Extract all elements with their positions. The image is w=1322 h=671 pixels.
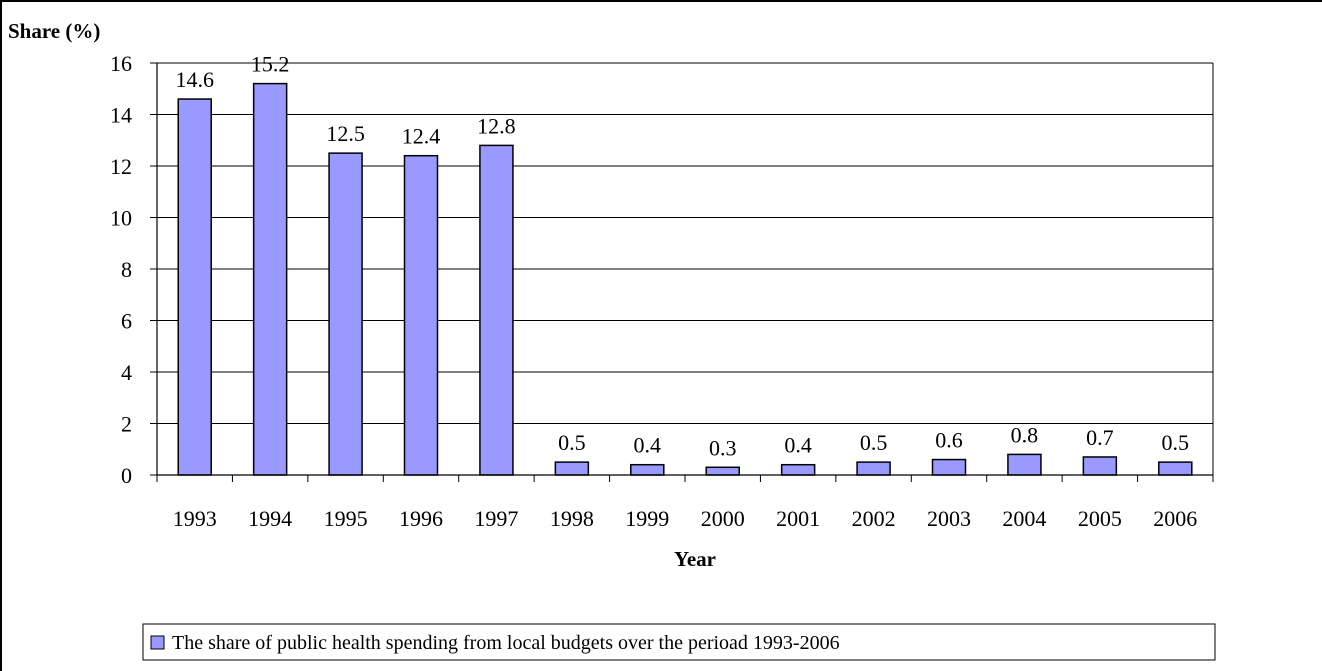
y-tick-label: 2: [121, 412, 132, 437]
x-tick-label-2006: 2006: [1153, 506, 1197, 531]
x-tick-label-1994: 1994: [248, 506, 292, 531]
legend: The share of public health spending from…: [142, 623, 1216, 661]
y-tick-labels: 0 2 4 6 8 10 12 14 16: [110, 51, 132, 488]
data-label-2004: 0.8: [1011, 422, 1039, 447]
data-label-2000: 0.3: [709, 435, 737, 460]
bar-1995: [328, 152, 363, 476]
legend-entry: The share of public health spending from…: [172, 632, 840, 654]
data-label-1999: 0.4: [634, 433, 662, 458]
legend-box: [142, 623, 1216, 661]
bar-1994: [252, 82, 288, 476]
bar-1996: [403, 154, 439, 476]
bar-1998: [554, 461, 590, 476]
bar-2005: [1082, 456, 1118, 476]
bars: [177, 82, 1193, 476]
data-label-1993: 14.6: [175, 67, 214, 92]
y-tick-label: 6: [121, 309, 132, 334]
y-tick-label: 4: [121, 360, 132, 385]
x-tick-label-2003: 2003: [927, 506, 971, 531]
axes: [150, 62, 1214, 482]
x-tick-label-2004: 2004: [1002, 506, 1046, 531]
y-tick-label: 16: [110, 51, 132, 76]
data-label-2001: 0.4: [784, 433, 812, 458]
data-label-1997: 12.8: [477, 113, 516, 138]
x-tick-label-2000: 2000: [701, 506, 745, 531]
x-tick-label-1995: 1995: [324, 506, 368, 531]
x-tick-label-1996: 1996: [399, 506, 443, 531]
bar-2004: [1007, 453, 1042, 476]
data-label-1996: 12.4: [402, 124, 441, 149]
x-tick-label-1993: 1993: [173, 506, 217, 531]
data-label-2006: 0.5: [1162, 430, 1190, 455]
bar-1993: [177, 98, 212, 476]
data-label-1995: 12.5: [326, 121, 365, 146]
bar-2006: [1158, 461, 1193, 476]
x-tick-labels: 1993 1994 1995 1996 1997 1998 1999 2000 2001 2002…: [173, 506, 1198, 531]
x-tick-label-2002: 2002: [852, 506, 896, 531]
y-tick-label: 8: [121, 257, 132, 282]
x-tick-label-1998: 1998: [550, 506, 594, 531]
x-tick-label-2005: 2005: [1078, 506, 1122, 531]
x-tick-label-1999: 1999: [625, 506, 669, 531]
data-labels: 14.6 15.2 12.5 12.4 12.8 0.5 0.4 0.3 0.4 0.5 0.6 0.…: [175, 52, 1189, 461]
x-axis-label: Year: [674, 547, 716, 571]
y-tick-label: 10: [110, 206, 132, 231]
bar-2001: [780, 463, 816, 476]
y-tick-label: 14: [110, 103, 132, 128]
data-label-2002: 0.5: [860, 430, 888, 455]
data-label-1998: 0.5: [558, 430, 586, 455]
data-label-2003: 0.6: [935, 428, 963, 453]
legend-swatch: [150, 635, 165, 650]
x-tick-label-1997: 1997: [474, 506, 518, 531]
data-label-2005: 0.7: [1086, 425, 1114, 450]
bar-1999: [630, 463, 665, 476]
data-label-1994: 15.2: [251, 52, 290, 77]
bar-1997: [479, 144, 514, 476]
bar-2000: [705, 466, 740, 476]
y-tick-label: 0: [121, 463, 132, 488]
bar-2003: [931, 458, 967, 476]
x-tick-label-2001: 2001: [776, 506, 820, 531]
gridlines: [157, 62, 1213, 424]
bar-2002: [856, 461, 891, 476]
y-axis-label: Share (%): [8, 19, 100, 43]
y-tick-label: 12: [110, 154, 132, 179]
